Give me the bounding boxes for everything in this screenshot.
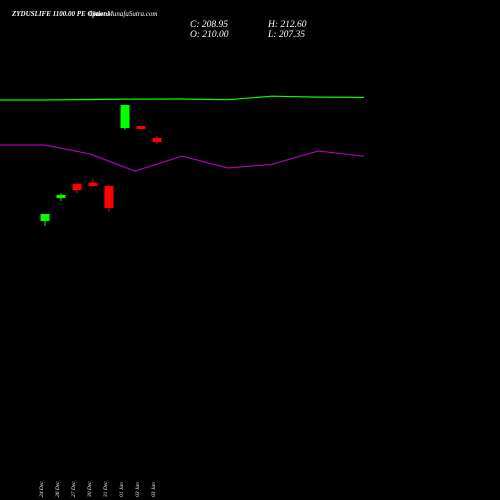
close-value: C: 208.95 [190,20,228,30]
x-tick-label: 02 Jan [135,482,141,497]
open-value: O: 210.00 [190,30,229,40]
x-tick-label: 31 Dec [103,481,109,498]
low-value: L: 207.35 [267,30,305,40]
candle-body [152,138,162,142]
high-value: H: 212.60 [267,20,307,30]
candle-body [104,186,114,208]
x-tick-label: 24 Dec [38,481,45,497]
x-tick-label: 27 Dec [71,481,77,497]
x-tick-label: 26 Dec [55,481,61,497]
x-tick-label: 03 Jan [151,482,157,497]
candle-body [88,183,98,186]
x-tick-label: 01 Jan [119,482,125,497]
lower-indicator-line [0,144,365,172]
site-credit: Chart MunafaSutra.com [89,10,157,18]
candle-body [120,105,130,128]
upper-indicator-line [0,95,365,101]
plot-area: 24 Dec 26 Dec 27 Dec 30 Dec 31 Dec 01 Jan 02 J… [0,95,365,498]
chart-title: ZYDUSLIFE 1100.00 PE Options [11,10,110,18]
candle-body [56,195,66,198]
candle-body [136,126,146,129]
candle-body [72,184,82,190]
candle-body [40,214,50,221]
x-tick-label: 30 Dec [87,481,93,498]
